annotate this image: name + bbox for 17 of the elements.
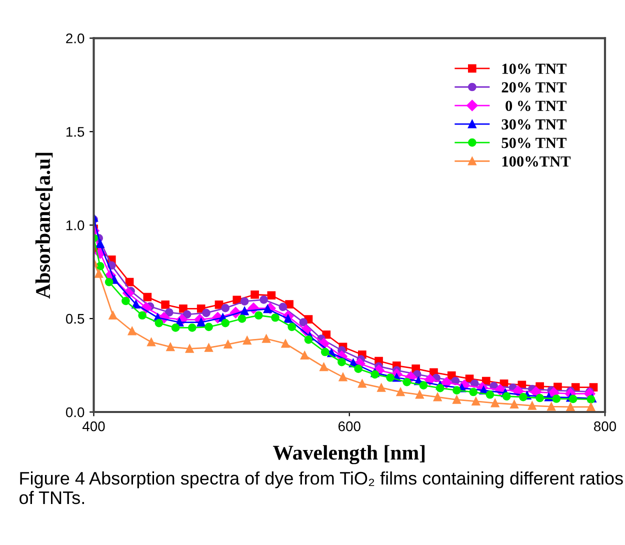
- legend-label: 100%TNT: [502, 156, 571, 167]
- legend-label: 30% TNT: [502, 119, 566, 130]
- y-tick-label: 0.0: [66, 407, 84, 418]
- legend-label: 50% TNT: [502, 138, 566, 148]
- legend-label: 20% TNT: [502, 82, 566, 93]
- caption: Figure 4 Absorption spectra of dye from TiO₂ films containing different ratios of TNTs.: [20, 471, 623, 504]
- x-axis-title: Wavelength [nm]: [272, 445, 425, 464]
- x-tick-label: 800: [594, 421, 616, 432]
- legend-label: 0 % TNT: [506, 100, 566, 112]
- y-tick-label: 0.5: [66, 314, 84, 324]
- y-tick-label: 1.5: [66, 127, 84, 137]
- y-tick-label: 1.0: [66, 220, 84, 230]
- x-tick-label: 400: [82, 421, 105, 432]
- y-axis-title: Absorbance[a.u]: [35, 152, 53, 299]
- y-tick-label: 2.0: [66, 33, 84, 44]
- legend-label: 10% TNT: [502, 64, 566, 74]
- x-tick-label: 600: [338, 421, 360, 432]
